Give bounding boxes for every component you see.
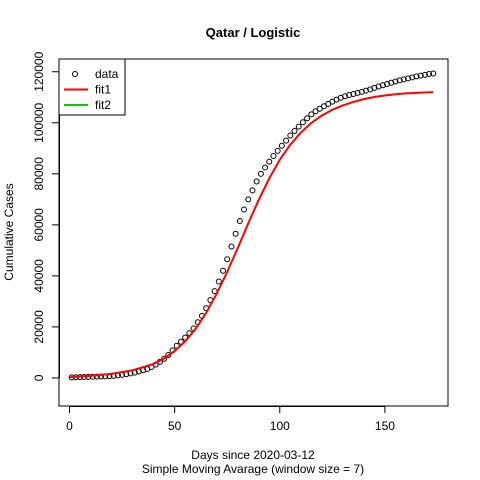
- y-axis-title: Cumulative Cases: [2, 183, 16, 280]
- x-axis-subtitle: Simple Moving Avarage (window size = 7): [142, 462, 364, 476]
- legend-label-fit2: fit2: [95, 98, 111, 112]
- x-axis-title: Days since 2020-03-12: [191, 448, 315, 462]
- y-tick-label: 80000: [32, 157, 46, 191]
- legend-label-fit1: fit1: [95, 83, 111, 97]
- chart-title: Qatar / Logistic: [206, 25, 301, 40]
- y-tick-label: 0: [32, 374, 46, 381]
- x-tick-label: 100: [270, 419, 290, 433]
- y-tick-label: 40000: [32, 259, 46, 293]
- y-tick-label: 100000: [32, 102, 46, 142]
- x-tick-label: 50: [168, 419, 182, 433]
- y-tick-label: 60000: [32, 208, 46, 242]
- y-tick-label: 20000: [32, 310, 46, 344]
- legend-label-data: data: [95, 67, 119, 81]
- x-tick-label: 150: [375, 419, 395, 433]
- x-tick-label: 0: [66, 419, 73, 433]
- y-tick-label: 120000: [32, 51, 46, 91]
